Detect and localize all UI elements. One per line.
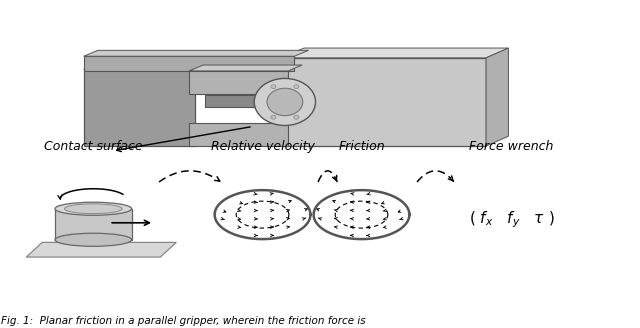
FancyBboxPatch shape [84, 69, 195, 146]
Text: Friction: Friction [338, 140, 385, 153]
Ellipse shape [271, 85, 276, 89]
Ellipse shape [55, 202, 132, 215]
Polygon shape [189, 65, 302, 71]
FancyBboxPatch shape [205, 95, 278, 108]
Text: Force wrench: Force wrench [469, 140, 554, 153]
Text: $( \ f_x \quad f_y \quad \tau \ )$: $( \ f_x \quad f_y \quad \tau \ )$ [468, 209, 554, 230]
FancyBboxPatch shape [84, 56, 294, 71]
Polygon shape [282, 48, 508, 58]
Ellipse shape [294, 115, 299, 119]
Polygon shape [84, 62, 211, 69]
Text: Contact surface: Contact surface [44, 140, 143, 153]
Ellipse shape [271, 115, 276, 119]
Ellipse shape [65, 204, 122, 214]
Ellipse shape [254, 78, 316, 125]
Polygon shape [486, 48, 508, 146]
Text: Relative velocity: Relative velocity [211, 140, 314, 153]
Ellipse shape [294, 85, 299, 89]
Ellipse shape [267, 88, 303, 116]
FancyBboxPatch shape [189, 71, 288, 94]
FancyBboxPatch shape [189, 123, 288, 146]
FancyBboxPatch shape [282, 58, 486, 146]
Polygon shape [84, 50, 308, 56]
Ellipse shape [55, 233, 132, 246]
FancyBboxPatch shape [55, 209, 132, 240]
Text: Fig. 1:  Planar friction in a parallel gripper, wherein the friction force is: Fig. 1: Planar friction in a parallel gr… [1, 316, 365, 326]
Polygon shape [26, 242, 176, 257]
